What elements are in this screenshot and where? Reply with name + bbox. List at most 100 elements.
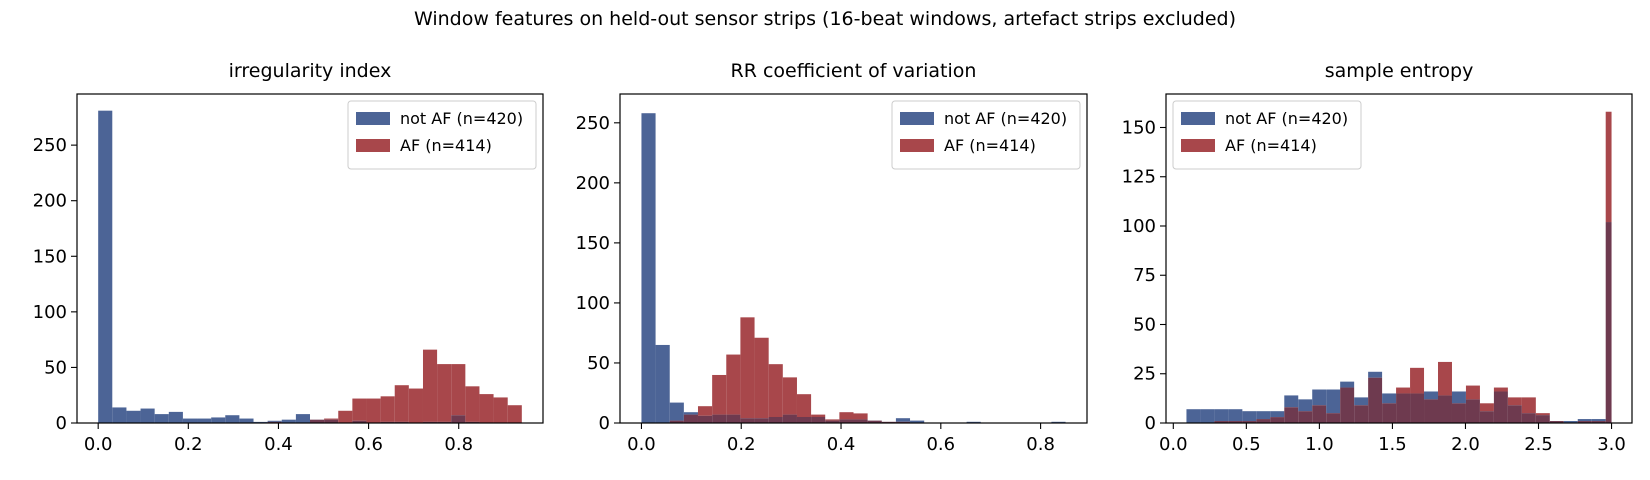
- y-tick-label: 0: [599, 413, 610, 434]
- bar-af: [324, 418, 339, 420]
- legend-box: [891, 100, 1081, 170]
- bar-overlap: [782, 414, 797, 423]
- x-tick-label: 3.0: [1597, 434, 1626, 455]
- legend-swatch: [1181, 112, 1215, 125]
- bar-af: [712, 374, 727, 415]
- bar-overlap: [1284, 407, 1299, 423]
- bar-not-af: [910, 420, 925, 423]
- y-tick-label: 100: [33, 302, 67, 323]
- bar-overlap: [895, 421, 911, 423]
- x-tick-label: 2.5: [1524, 434, 1553, 455]
- bar-overlap: [867, 420, 882, 423]
- panel-title: irregularity index: [229, 60, 392, 82]
- y-tick-label: 25: [1133, 364, 1156, 385]
- bar-not-af: [211, 417, 226, 423]
- x-tick-label: 0.4: [264, 434, 293, 455]
- bar-af: [437, 364, 452, 422]
- bar-not-af: [1256, 411, 1271, 420]
- bar-overlap: [853, 419, 868, 423]
- legend-swatch: [1181, 139, 1215, 152]
- bar-overlap: [1396, 393, 1411, 423]
- bar-not-af: [197, 418, 212, 423]
- bar-not-af: [1186, 409, 1201, 423]
- legend-label: not AF (n=420): [400, 109, 523, 128]
- bar-overlap: [1451, 403, 1466, 423]
- bar-not-af: [1312, 389, 1327, 406]
- bar-af: [1507, 397, 1522, 406]
- bar-not-af: [1214, 409, 1229, 422]
- bar-af: [811, 414, 826, 417]
- bar-not-af: [98, 110, 113, 423]
- y-tick-label: 200: [576, 173, 610, 194]
- y-tick-label: 0: [1145, 413, 1156, 434]
- bar-overlap: [1410, 393, 1425, 423]
- bar-not-af: [168, 411, 183, 423]
- x-tick-label: 2.0: [1451, 434, 1480, 455]
- bar-overlap: [1424, 399, 1439, 423]
- bar-af: [740, 317, 755, 419]
- bar-not-af: [1228, 409, 1243, 422]
- y-tick-label: 125: [1122, 167, 1156, 188]
- y-tick-label: 200: [33, 191, 67, 212]
- bar-not-af: [683, 412, 698, 415]
- bar-af: [1396, 387, 1411, 394]
- y-tick-label: 150: [1122, 117, 1156, 138]
- bar-overlap: [1493, 391, 1508, 423]
- bar-overlap: [796, 416, 812, 423]
- legend-box: [1172, 100, 1362, 170]
- bar-af: [782, 377, 797, 415]
- bar-af: [1479, 403, 1494, 412]
- legend: not AF (n=420) AF (n=414): [347, 100, 537, 170]
- bar-overlap: [1298, 411, 1313, 423]
- bar-overlap: [1340, 387, 1355, 423]
- bar-overlap: [1577, 421, 1592, 423]
- bar-af: [465, 386, 480, 422]
- x-tick-label: 0.6: [926, 434, 955, 455]
- bar-overlap: [768, 416, 783, 423]
- bar-not-af: [1451, 391, 1466, 404]
- y-tick-label: 150: [33, 246, 67, 267]
- panel-2: RR coefficient of variation 0.0 0.2 0.4 0.6 0…: [576, 60, 1088, 455]
- axes-frame: [76, 93, 544, 424]
- bar-overlap: [1465, 399, 1480, 423]
- axes-frame: [619, 93, 1088, 424]
- bar-overlap: [1535, 415, 1550, 423]
- bar-overlap: [1312, 405, 1327, 423]
- bar-overlap: [324, 419, 339, 423]
- bar-overlap: [754, 418, 769, 423]
- bar-not-af: [1368, 371, 1383, 378]
- bar-not-af: [140, 408, 155, 423]
- bar-af: [338, 410, 353, 423]
- bar-overlap: [352, 420, 367, 423]
- legend-label: AF (n=414): [1225, 136, 1317, 155]
- bar-not-af: [655, 344, 670, 423]
- x-tick-label: 0.0: [1159, 434, 1188, 455]
- y-tick-label: 100: [576, 293, 610, 314]
- legend: not AF (n=420) AF (n=414): [1172, 100, 1362, 170]
- bar-overlap: [1549, 421, 1564, 423]
- bar-not-af: [1382, 393, 1397, 404]
- bar-af: [768, 364, 783, 417]
- legend-swatch: [356, 139, 390, 152]
- bar-not-af: [1326, 389, 1341, 414]
- bar-af: [726, 354, 741, 415]
- legend-label: not AF (n=420): [1225, 109, 1348, 128]
- bar-overlap: [825, 420, 840, 423]
- bar-overlap: [310, 419, 325, 423]
- bar-overlap: [1591, 421, 1606, 423]
- bar-not-af: [295, 414, 310, 423]
- legend-label: AF (n=414): [944, 136, 1036, 155]
- bar-overlap: [1242, 421, 1257, 423]
- bar-overlap: [811, 416, 826, 423]
- bar-af: [380, 396, 395, 422]
- x-tick-label: 0.2: [174, 434, 203, 455]
- x-tick-label: 0.8: [444, 434, 473, 455]
- bar-not-af: [126, 410, 141, 423]
- bar-not-af: [112, 407, 127, 423]
- bar-not-af: [182, 418, 198, 423]
- bar-overlap: [881, 421, 896, 423]
- bar-af: [853, 413, 868, 420]
- y-tick-label: 100: [1122, 216, 1156, 237]
- bar-overlap: [1438, 395, 1452, 423]
- bar-overlap: [1507, 405, 1522, 423]
